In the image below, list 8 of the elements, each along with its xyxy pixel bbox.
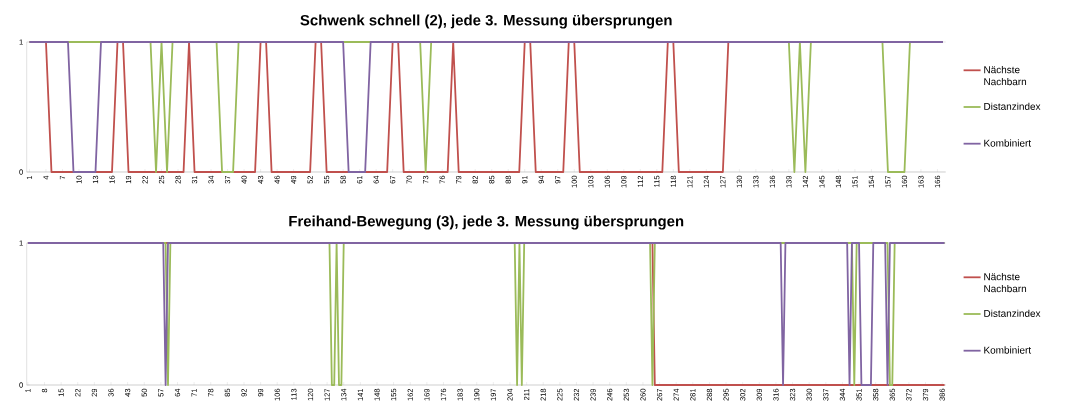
chart-title: Schwenk schnell (2), jede 3. Messung übersprungen — [300, 14, 672, 29]
legend-label: Kombiniert — [984, 346, 1032, 354]
legend-label: Distanzindex — [984, 102, 1041, 110]
legend-label: Nächste Nachbarn — [984, 65, 1027, 86]
legend-label: Nächste Nachbarn — [984, 272, 1027, 293]
chart-title: Freihand-Bewegung (3), jede 3. Messung übersprungen — [289, 215, 684, 230]
legend-label: Distanzindex — [984, 309, 1041, 317]
legend-label: Kombiniert — [984, 139, 1032, 147]
